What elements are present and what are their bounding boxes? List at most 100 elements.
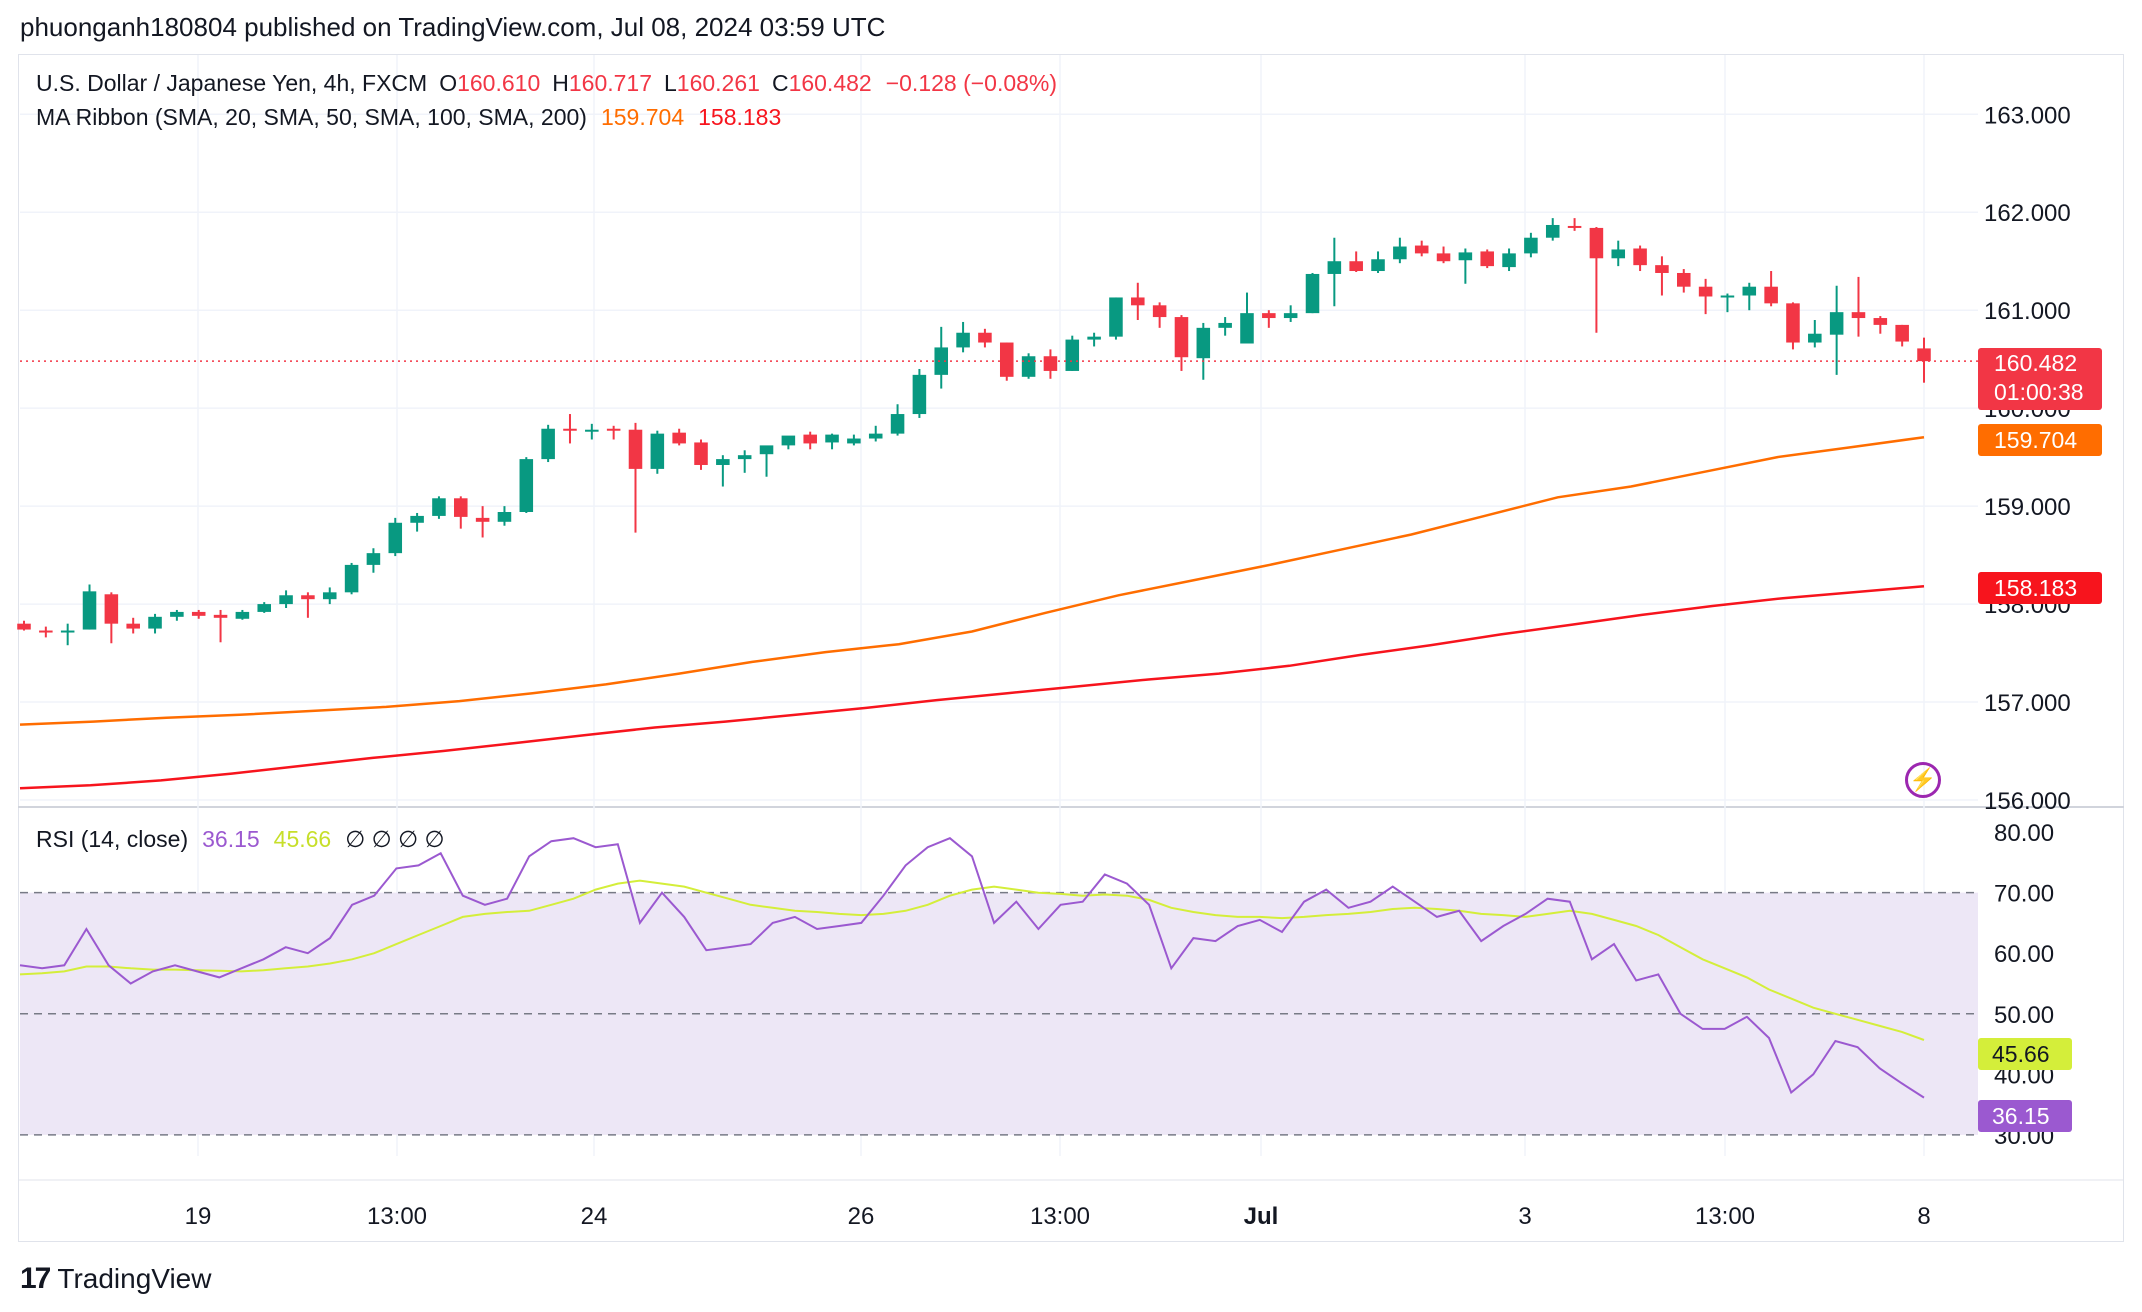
rsi-lines [19,837,1925,1099]
time-tick-label: 26 [848,1203,875,1230]
candle-body [1371,259,1385,272]
candle-body [650,433,665,469]
ma-value-2: 158.183 [698,104,782,130]
candle-body [126,623,140,629]
price-tick-label: 161.000 [1984,298,2071,325]
rsi-tag: 36.15 [1978,1100,2072,1132]
candle-body [170,611,184,617]
time-tick-label: 13:00 [367,1203,427,1230]
candle-body [1742,286,1757,296]
tradingview-logo: 17 [20,1262,51,1295]
candle-body [803,434,817,444]
rsi-tick-label: 50.00 [1994,1002,2054,1029]
candle-body [1829,312,1844,335]
rsi-legend[interactable]: RSI (14, close) 36.15 45.66 ∅ ∅ ∅ ∅ [36,826,451,853]
rsi-name: RSI (14, close) [36,826,189,852]
candle-body [868,433,883,439]
candle-body [694,442,708,465]
last-price-value: 160.482 [1994,350,2078,376]
candle-body [1021,356,1036,377]
candle-body [781,435,796,446]
candle-body [1873,318,1888,325]
candle-body [1480,251,1494,267]
candle-body [1327,261,1342,274]
time-tick-label: 13:00 [1695,1203,1755,1230]
candle-body [1109,297,1123,337]
low-value: 160.261 [676,70,760,96]
candle-body [541,428,555,460]
candle-body [410,515,424,523]
rsi-tick-label: 80.00 [1994,820,2054,847]
rsi-ma-line [19,879,1925,1041]
candle-body [1131,297,1145,306]
open-value: 160.610 [457,70,541,96]
candle-body [1764,286,1778,304]
ma-ribbon-lines [19,435,1925,790]
time-tick-label: 13:00 [1030,1203,1090,1230]
rsi-value: 36.15 [202,826,260,852]
candle-body [1043,356,1058,371]
candle-body [104,594,119,624]
candle-body [1851,312,1866,319]
rsi-tick-label: 60.00 [1994,941,2054,968]
candle-body [519,459,534,512]
candle-body [1567,225,1582,228]
candle-body [606,428,621,431]
candle-body [563,428,577,431]
candle-body [475,517,490,522]
candle-body [1218,322,1232,328]
candle-body [1720,295,1735,298]
rsi-panel [20,891,1978,1136]
candle-body [1414,245,1429,254]
candle-body [1305,273,1320,314]
candle-body [585,429,599,432]
candle-body [322,592,337,600]
candles[interactable] [17,218,1978,646]
bar-countdown: 01:00:38 [1994,379,2084,405]
publisher-header: phuonganh180804 published on TradingView… [20,12,886,42]
lightning-icon[interactable]: ⚡ [1905,762,1941,798]
high-value: 160.717 [568,70,652,96]
candle-body [1633,248,1647,266]
candle-body [978,332,992,343]
close-label: C [771,70,789,96]
price-tick-label: 162.000 [1984,200,2071,227]
candle-body [257,604,271,612]
high-label: H [552,70,569,96]
candle-body [1611,249,1626,259]
open-label: O [439,70,458,96]
rsi-ma-tag: 45.66 [1978,1038,2072,1070]
candle-body [825,434,839,443]
candle-body [1174,317,1189,358]
candle-body [432,498,446,516]
price-tick-label: 156.000 [1984,788,2071,815]
candle-body [1283,313,1298,319]
price-tick-label: 159.000 [1984,494,2071,521]
candle-body [1152,305,1167,318]
candle-body [1240,313,1254,344]
candle-body [1545,224,1560,238]
symbol-name: U.S. Dollar / Japanese Yen, 4h, FXCM [36,70,428,96]
candle-body [1698,286,1713,297]
candle-body [1458,252,1473,261]
candle-body [213,614,228,618]
ma-legend[interactable]: MA Ribbon (SMA, 20, SMA, 50, SMA, 100, S… [36,104,787,131]
candle-body [956,332,970,348]
price-tick-label: 163.000 [1984,102,2071,129]
candle-body [1524,237,1538,254]
candle-body [1196,327,1211,359]
candle-body [82,591,97,630]
candle-body [1349,261,1363,272]
footer[interactable]: 17 TradingView [20,1262,211,1296]
candle-body [366,553,381,565]
ma-line [19,584,1925,790]
candle-body [235,611,250,619]
candle-body [454,498,468,517]
time-tick-label: 24 [581,1203,608,1230]
rsi-empty-values: ∅ ∅ ∅ ∅ [345,826,445,852]
candle-body [628,429,643,469]
time-tick-label: 3 [1518,1203,1531,1230]
candle-body [344,564,359,593]
symbol-legend[interactable]: U.S. Dollar / Japanese Yen, 4h, FXCM O160… [36,70,1063,97]
